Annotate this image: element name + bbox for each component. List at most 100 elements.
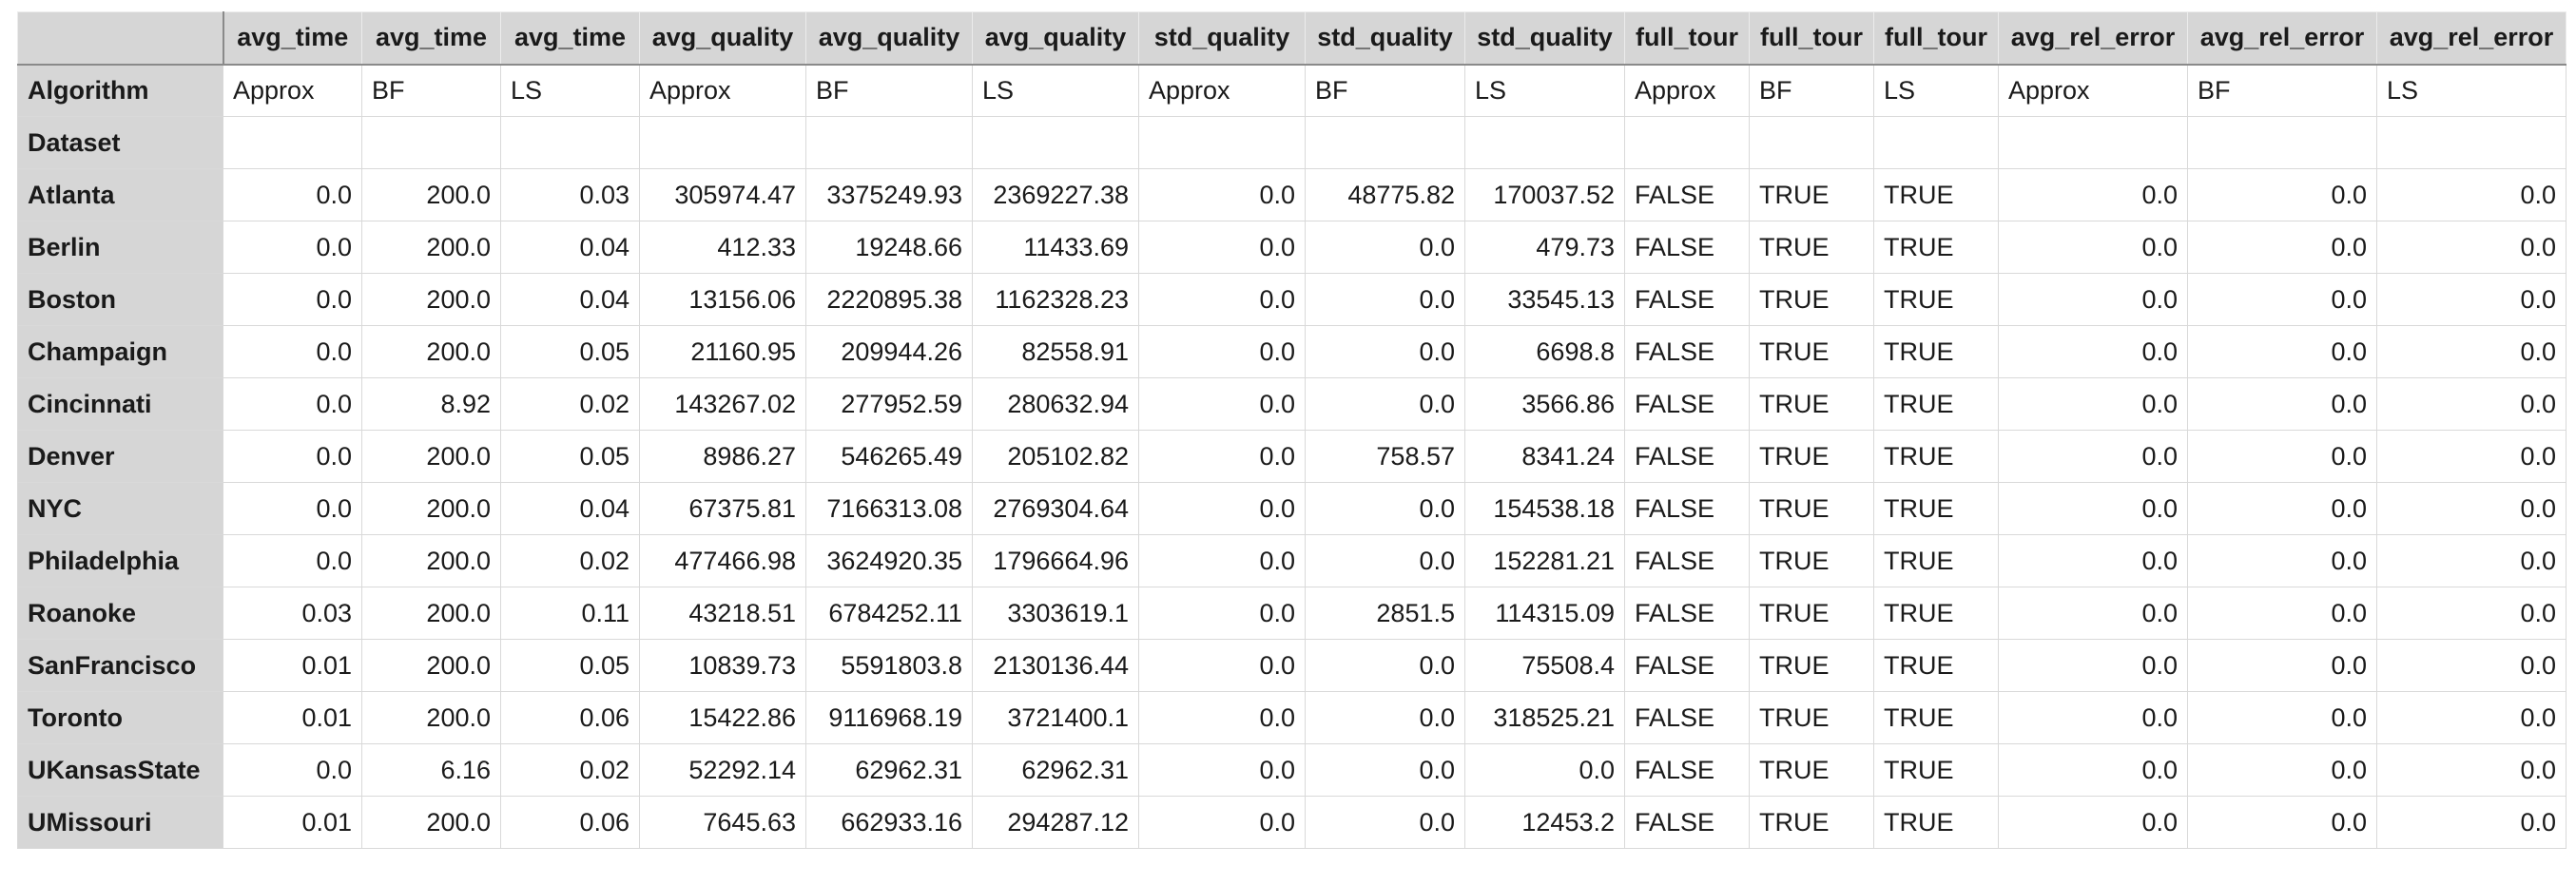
data-cell[interactable]: 0.0 [1998,221,2188,274]
algorithm-cell[interactable]: Approx [639,64,806,117]
data-cell[interactable]: 8986.27 [639,430,806,483]
algorithm-cell[interactable]: Approx [1624,64,1750,117]
data-cell[interactable]: 0.0 [2187,273,2377,326]
data-cell[interactable]: TRUE [1749,430,1874,483]
data-cell[interactable]: 33545.13 [1464,273,1625,326]
data-cell[interactable]: 10839.73 [639,639,806,692]
empty-cell[interactable] [1305,116,1465,169]
data-cell[interactable]: 0.0 [1305,534,1465,587]
data-cell[interactable]: TRUE [1749,325,1874,378]
data-cell[interactable]: 170037.52 [1464,168,1625,221]
data-cell[interactable]: 0.0 [2376,691,2566,744]
data-cell[interactable]: 200.0 [361,796,501,849]
data-cell[interactable]: 2220895.38 [805,273,973,326]
data-cell[interactable]: 8341.24 [1464,430,1625,483]
data-cell[interactable]: 0.0 [1305,796,1465,849]
data-cell[interactable]: 0.05 [500,639,640,692]
data-cell[interactable]: 0.0 [2376,430,2566,483]
data-cell[interactable]: TRUE [1873,221,1999,274]
algorithm-cell[interactable]: LS [2376,64,2566,117]
empty-cell[interactable] [1138,116,1306,169]
column-header[interactable]: avg_rel_error [2376,11,2566,66]
column-header[interactable]: avg_rel_error [2187,11,2377,66]
data-cell[interactable]: 0.0 [2187,534,2377,587]
data-cell[interactable]: 75508.4 [1464,639,1625,692]
data-cell[interactable]: 0.04 [500,273,640,326]
data-cell[interactable]: FALSE [1624,482,1750,535]
data-cell[interactable]: 0.03 [500,168,640,221]
row-header-dataset-name[interactable]: Cincinnati [17,377,223,431]
data-cell[interactable]: 200.0 [361,482,501,535]
row-header-algorithm[interactable]: Algorithm [17,64,223,117]
data-cell[interactable]: FALSE [1624,639,1750,692]
column-header[interactable]: avg_quality [639,11,806,66]
data-cell[interactable]: 0.0 [1998,587,2188,640]
row-header-dataset-name[interactable]: Atlanta [17,168,223,221]
data-cell[interactable]: 662933.16 [805,796,973,849]
data-cell[interactable]: 0.0 [1138,534,1306,587]
data-cell[interactable]: 0.0 [2187,691,2377,744]
data-cell[interactable]: 0.0 [1138,430,1306,483]
data-cell[interactable]: 15422.86 [639,691,806,744]
data-cell[interactable]: TRUE [1873,534,1999,587]
data-cell[interactable]: 0.0 [1998,377,2188,431]
data-cell[interactable]: 0.0 [223,430,362,483]
data-cell[interactable]: TRUE [1873,273,1999,326]
data-cell[interactable]: TRUE [1749,691,1874,744]
data-cell[interactable]: 0.0 [1138,639,1306,692]
data-cell[interactable]: 0.0 [1138,377,1306,431]
empty-cell[interactable] [500,116,640,169]
data-cell[interactable]: 205102.82 [972,430,1139,483]
empty-cell[interactable] [1624,116,1750,169]
data-cell[interactable]: 2769304.64 [972,482,1139,535]
column-header[interactable]: std_quality [1305,11,1465,66]
data-cell[interactable]: 0.0 [2376,796,2566,849]
row-header-dataset-name[interactable]: NYC [17,482,223,535]
data-cell[interactable]: 3624920.35 [805,534,973,587]
algorithm-cell[interactable]: BF [2187,64,2377,117]
algorithm-cell[interactable]: Approx [223,64,362,117]
data-cell[interactable]: 200.0 [361,273,501,326]
empty-cell[interactable] [1749,116,1874,169]
row-header-dataset-name[interactable]: UMissouri [17,796,223,849]
column-header[interactable]: std_quality [1138,11,1306,66]
data-cell[interactable]: 154538.18 [1464,482,1625,535]
data-cell[interactable]: 0.0 [2376,377,2566,431]
data-cell[interactable]: 200.0 [361,430,501,483]
data-cell[interactable]: 0.03 [223,587,362,640]
data-cell[interactable]: 200.0 [361,587,501,640]
data-cell[interactable]: 0.0 [1305,639,1465,692]
data-cell[interactable]: 0.0 [2187,430,2377,483]
data-cell[interactable]: 0.0 [1998,430,2188,483]
data-cell[interactable]: FALSE [1624,743,1750,797]
empty-cell[interactable] [223,116,362,169]
data-cell[interactable]: 48775.82 [1305,168,1465,221]
data-cell[interactable]: 67375.81 [639,482,806,535]
row-header-dataset[interactable]: Dataset [17,116,223,169]
row-header-dataset-name[interactable]: Champaign [17,325,223,378]
data-cell[interactable]: 0.0 [2187,377,2377,431]
algorithm-cell[interactable]: Approx [1138,64,1306,117]
data-cell[interactable]: 5591803.8 [805,639,973,692]
empty-cell[interactable] [1998,116,2188,169]
data-cell[interactable]: FALSE [1624,796,1750,849]
data-cell[interactable]: 0.0 [1998,534,2188,587]
row-header-dataset-name[interactable]: Denver [17,430,223,483]
data-cell[interactable]: TRUE [1873,691,1999,744]
data-cell[interactable]: 114315.09 [1464,587,1625,640]
data-cell[interactable]: 0.0 [1305,743,1465,797]
data-cell[interactable]: 2130136.44 [972,639,1139,692]
data-cell[interactable]: 9116968.19 [805,691,973,744]
empty-cell[interactable] [805,116,973,169]
data-cell[interactable]: 0.0 [1305,377,1465,431]
corner-cell[interactable] [17,11,224,66]
data-cell[interactable]: 0.0 [2187,743,2377,797]
data-cell[interactable]: 3303619.1 [972,587,1139,640]
data-cell[interactable]: 200.0 [361,534,501,587]
data-cell[interactable]: 0.0 [223,273,362,326]
data-cell[interactable]: 0.01 [223,639,362,692]
data-cell[interactable]: TRUE [1873,377,1999,431]
data-cell[interactable]: FALSE [1624,691,1750,744]
data-cell[interactable]: 62962.31 [972,743,1139,797]
data-cell[interactable]: 479.73 [1464,221,1625,274]
